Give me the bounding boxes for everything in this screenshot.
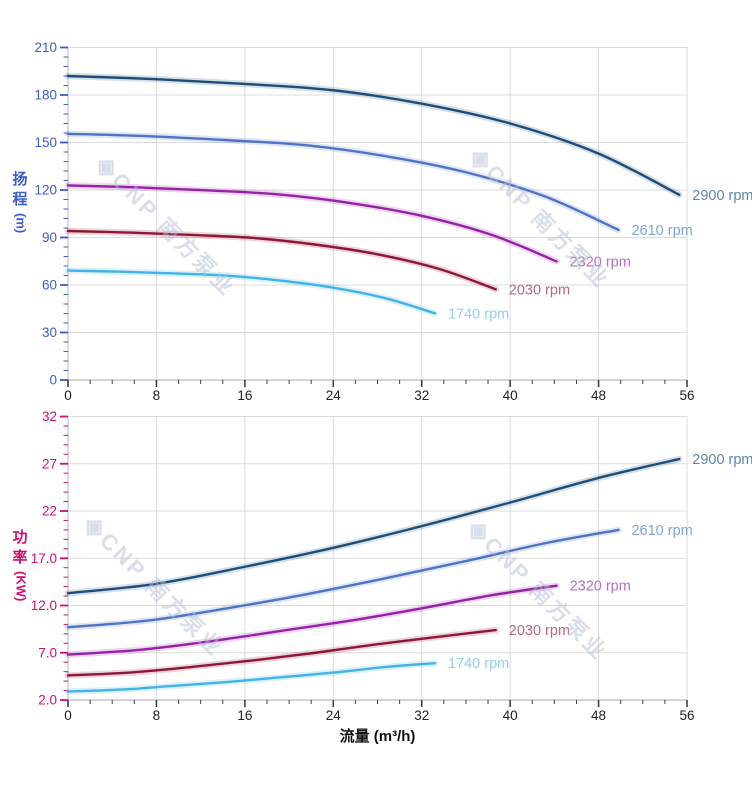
y-tick-label: 60 [42,278,57,293]
curve-2900-rpm [66,74,681,196]
y-axis-title-head: 扬程 (m) [8,170,32,233]
y-tick-label: 22 [42,504,57,519]
x-tick-label: 24 [326,388,342,403]
series-label-2900-rpm: 2900 rpm [692,452,752,468]
y-axis-title-power: 功率 (KW) [8,528,32,601]
series-label-2610-rpm: 2610 rpm [631,223,692,239]
y-tick-label: 32 [42,409,57,424]
curve-2610-rpm [66,132,620,232]
series-label-2030-rpm: 2030 rpm [509,282,570,298]
curve-2610-rpm [66,528,620,629]
x-axis-title: 流量 (m³/h) [339,728,416,745]
y-tick-label: 120 [34,183,57,198]
y-axis-title-power-text: 功率 [12,529,28,566]
y-tick-label: 12.0 [31,598,57,613]
y-axis-title-power-unit: (KW) [13,571,29,602]
x-tick-label: 0 [64,388,72,403]
y-tick-label: 17.0 [31,551,57,566]
y-axis-title-head-text: 扬程 [12,171,28,208]
curve-1740-rpm [66,269,437,315]
x-tick-label: 56 [679,388,694,403]
x-tick-label: 16 [237,708,252,723]
x-tick-label: 8 [153,708,161,723]
curve-1740-rpm [66,661,437,693]
y-tick-label: 210 [34,40,57,55]
y-tick-label: 150 [34,135,57,150]
x-tick-label: 32 [414,708,429,723]
y-tick-label: 27 [42,456,57,471]
curve-2900-rpm [66,457,681,595]
series-label-2320-rpm: 2320 rpm [570,579,631,595]
x-tick-label: 0 [64,708,72,723]
curve-2320-rpm [66,184,558,263]
x-tick-label: 40 [503,388,518,403]
x-tick-label: 8 [153,388,161,403]
curve-2030-rpm [66,229,497,291]
y-axis-title-head-unit: (m) [13,213,29,234]
curve-2030-rpm [66,628,497,677]
y-tick-label: 0 [49,373,57,388]
y-tick-label: 30 [42,325,57,340]
series-label-2030-rpm: 2030 rpm [509,623,570,639]
x-tick-label: 48 [591,708,606,723]
curve-halo-2900-rpm [64,455,683,597]
y-tick-label: 2.0 [38,693,57,708]
y-tick-label: 7.0 [38,645,57,660]
series-label-2610-rpm: 2610 rpm [631,523,692,539]
series-label-1740-rpm: 1740 rpm [448,306,509,322]
x-tick-label: 56 [679,708,694,723]
x-tick-label: 24 [326,708,342,723]
x-tick-label: 48 [591,388,606,403]
series-label-2320-rpm: 2320 rpm [570,254,631,270]
y-tick-label: 180 [34,88,57,103]
y-tick-label: 90 [42,230,57,245]
series-label-1740-rpm: 1740 rpm [448,656,509,672]
curve-2320-rpm [66,584,558,656]
curve-halo-2610-rpm [64,130,622,234]
x-tick-label: 40 [503,708,518,723]
x-tick-label: 16 [237,388,252,403]
x-tick-label: 32 [414,388,429,403]
series-label-2900-rpm: 2900 rpm [692,188,752,204]
